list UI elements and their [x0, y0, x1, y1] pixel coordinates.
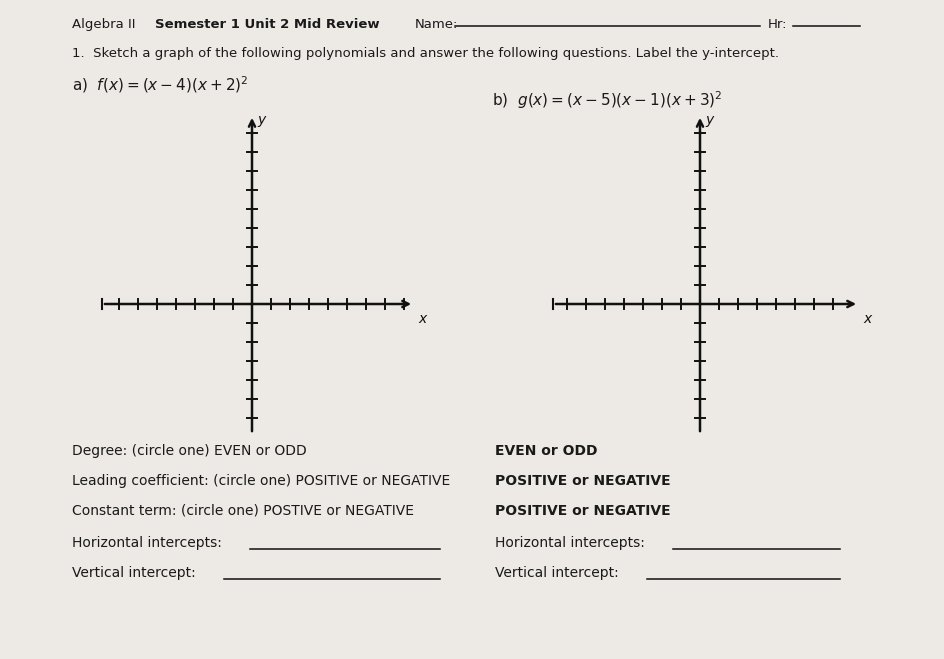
Text: y: y [704, 113, 713, 127]
Text: Name:: Name: [414, 18, 458, 31]
Text: Constant term: (circle one) POSTIVE or NEGATIVE: Constant term: (circle one) POSTIVE or N… [72, 504, 413, 518]
Text: Vertical intercept:: Vertical intercept: [72, 566, 195, 580]
Text: Hr:: Hr: [767, 18, 786, 31]
Text: Degree: (circle one) EVEN or ODD: Degree: (circle one) EVEN or ODD [72, 444, 307, 458]
Text: x: x [417, 312, 426, 326]
Text: 1.  Sketch a graph of the following polynomials and answer the following questio: 1. Sketch a graph of the following polyn… [72, 47, 778, 60]
Text: b)  $g(x) = (x-5)(x-1)(x+3)^2$: b) $g(x) = (x-5)(x-1)(x+3)^2$ [492, 89, 722, 111]
Text: a)  $f(x) = (x-4)(x+2)^2$: a) $f(x) = (x-4)(x+2)^2$ [72, 74, 248, 95]
Text: POSITIVE or NEGATIVE: POSITIVE or NEGATIVE [495, 474, 670, 488]
Text: y: y [257, 113, 265, 127]
Text: Semester 1 Unit 2 Mid Review: Semester 1 Unit 2 Mid Review [155, 18, 379, 31]
Text: Algebra II: Algebra II [72, 18, 135, 31]
Text: EVEN or ODD: EVEN or ODD [495, 444, 597, 458]
Text: POSITIVE or NEGATIVE: POSITIVE or NEGATIVE [495, 504, 670, 518]
Text: x: x [862, 312, 870, 326]
Text: Vertical intercept:: Vertical intercept: [495, 566, 618, 580]
Text: Leading coefficient: (circle one) POSITIVE or NEGATIVE: Leading coefficient: (circle one) POSITI… [72, 474, 449, 488]
Text: Horizontal intercepts:: Horizontal intercepts: [495, 536, 644, 550]
Text: Horizontal intercepts:: Horizontal intercepts: [72, 536, 222, 550]
